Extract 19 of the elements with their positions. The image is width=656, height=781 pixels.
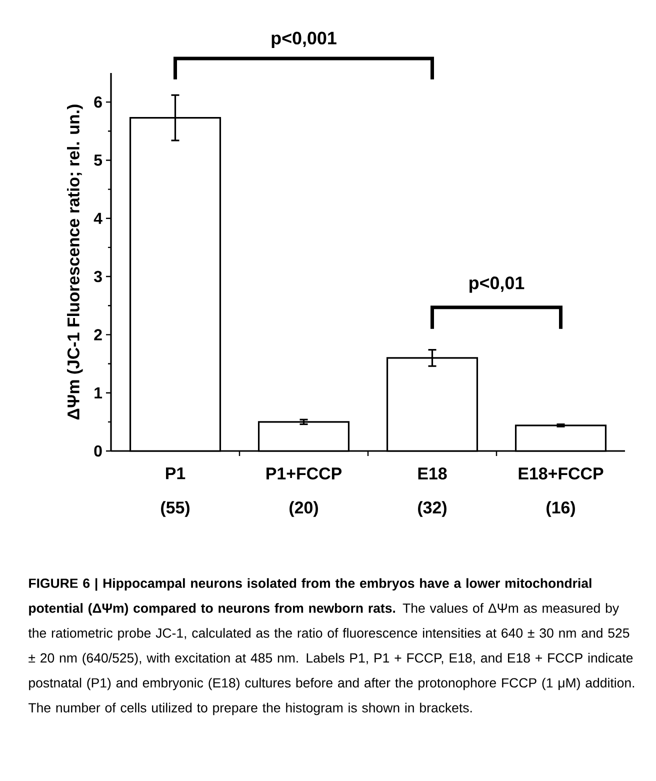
y-tick-label: 2 [94,329,102,340]
y-tick-label: 3 [94,270,102,282]
y-tick-label: 6 [94,96,102,108]
text: (32) [418,501,446,517]
y-axis-title: ΔΨm (JC-1 Fluorescence ratio; rel. un.) [66,104,83,420]
text: (20) [290,501,318,517]
y-tick-label: 0 [94,445,102,457]
y-tick-label: 4 [94,212,102,224]
x-tick-label: P1 [166,468,186,480]
x-tick-label: P1+FCCP [266,468,342,480]
annotation: p<0,01 [470,276,524,293]
text: (16) [546,501,575,517]
x-tick-label: E18 [418,468,447,480]
x-tick-label: E18+FCCP [518,468,604,480]
y-tick-label: 1 [94,387,102,398]
text: FIGURE 6 | Hippocampal neurons isolated from the embryos have a lower mitochondrial potential (ΔΨm) compared to neurons from newborn rats. The values of ΔΨm as measured by the ratiometric probe JC-1, calculated as the ratio of fluorescence intensities at 640 ± 30 nm and 525 ± 20 nm (640/525), with excitation at 485 nm. Labels P1, P1 + FCCP, E18, and E18 + FCCP indicate postnatal (P1) and embryonic (E18) cultures before and after the protonophore FCCP (1 μM) addition. The number of cells utilized to prepare the histogram is shown in brackets. [28,578,634,716]
text: p<0,001 [272,32,336,48]
y-tick-label: 5 [94,154,102,166]
text: (55) [161,501,190,517]
